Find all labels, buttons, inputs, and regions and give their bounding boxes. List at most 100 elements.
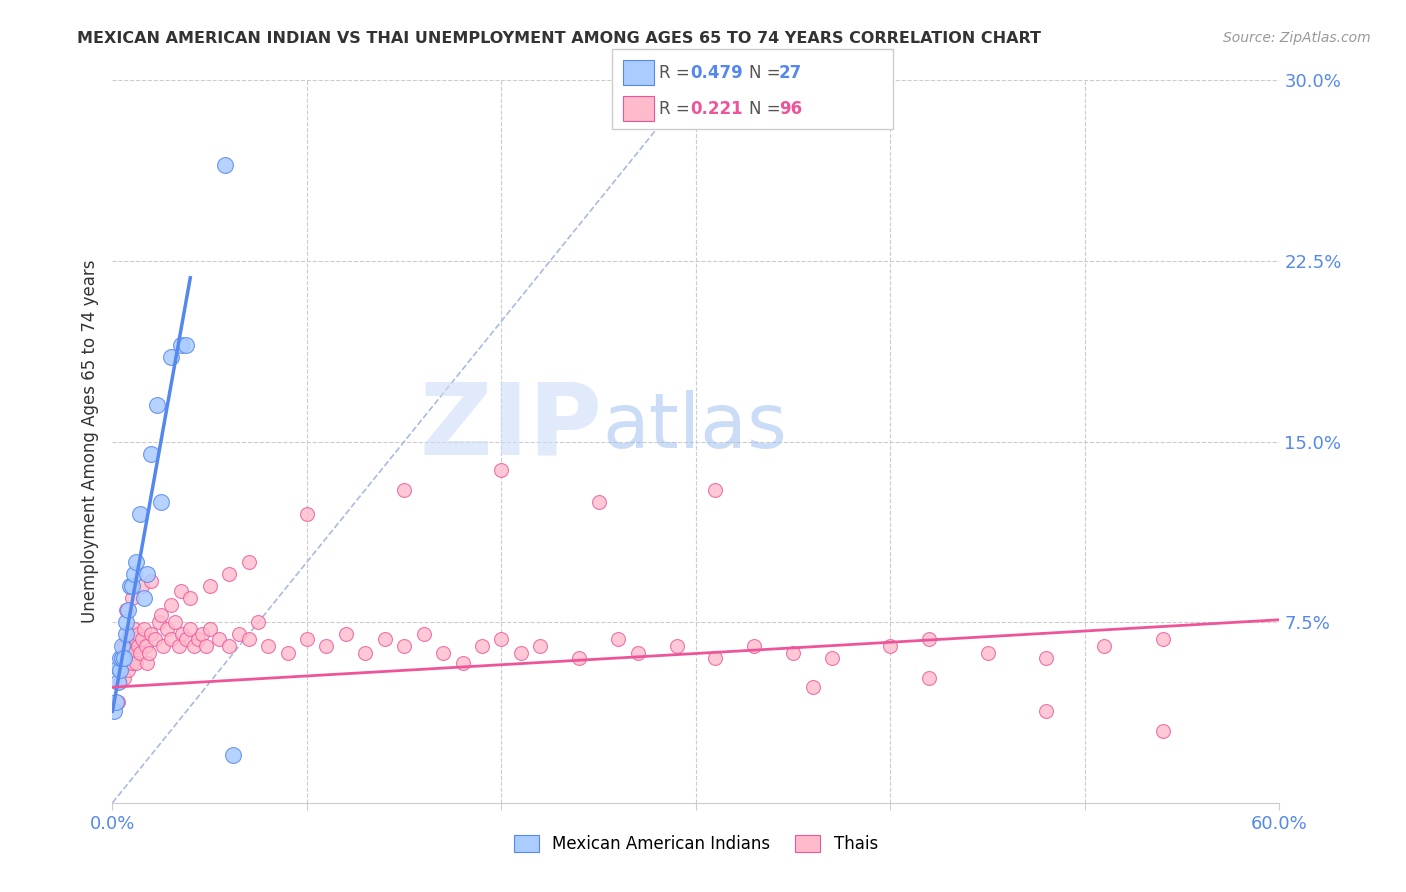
Point: [744, 639, 766, 653]
Point: [115, 647, 138, 661]
Point: [704, 483, 727, 497]
Point: [115, 656, 138, 670]
Point: [1094, 639, 1116, 653]
Point: [627, 647, 650, 661]
Point: [665, 639, 688, 653]
Point: [105, 695, 128, 709]
Y-axis label: Unemployment Among Ages 65 to 74 years: Unemployment Among Ages 65 to 74 years: [80, 260, 98, 624]
Point: [432, 647, 454, 661]
Point: [148, 615, 170, 630]
Point: [222, 747, 245, 762]
Point: [110, 651, 132, 665]
Point: [152, 639, 174, 653]
Point: [103, 704, 125, 718]
Point: [110, 675, 132, 690]
Point: [111, 664, 134, 678]
Point: [247, 615, 270, 630]
Point: [191, 627, 214, 641]
Point: [150, 607, 173, 622]
Point: [198, 623, 221, 637]
Point: [529, 639, 551, 653]
Point: [821, 651, 844, 665]
Point: [127, 639, 149, 653]
Point: [276, 647, 298, 661]
Point: [704, 651, 727, 665]
Point: [112, 651, 135, 665]
Text: R =: R =: [659, 64, 696, 82]
Point: [121, 656, 143, 670]
Point: [132, 623, 155, 637]
Point: [125, 632, 148, 646]
Point: [374, 632, 396, 646]
Point: [1152, 723, 1174, 738]
Point: [782, 647, 804, 661]
Point: [588, 494, 610, 508]
Point: [107, 695, 129, 709]
Text: N =: N =: [749, 100, 786, 119]
Point: [451, 656, 474, 670]
Point: [115, 615, 138, 630]
Point: [141, 574, 163, 589]
Point: [160, 632, 183, 646]
Point: [335, 627, 357, 641]
Text: 0.479: 0.479: [690, 64, 744, 82]
Point: [143, 632, 166, 646]
Point: [117, 632, 139, 646]
Point: [169, 338, 191, 352]
Point: [112, 639, 135, 653]
Point: [187, 632, 209, 646]
Text: ZIP: ZIP: [420, 378, 603, 475]
Point: [194, 639, 217, 653]
Point: [146, 398, 169, 412]
Point: [111, 639, 134, 653]
Point: [176, 338, 198, 352]
Text: 0.221: 0.221: [690, 100, 742, 119]
Point: [112, 671, 135, 685]
Point: [509, 647, 531, 661]
Point: [132, 591, 155, 605]
Point: [163, 615, 186, 630]
Point: [141, 627, 163, 641]
Text: atlas: atlas: [603, 390, 787, 464]
Text: 27: 27: [779, 64, 803, 82]
Point: [136, 567, 159, 582]
Point: [118, 627, 141, 641]
Point: [238, 632, 260, 646]
Point: [115, 603, 138, 617]
Point: [131, 632, 153, 646]
Point: [1152, 632, 1174, 646]
Point: [976, 647, 998, 661]
Point: [122, 567, 145, 582]
Point: [169, 583, 191, 598]
Point: [198, 579, 221, 593]
Text: R =: R =: [659, 100, 696, 119]
Point: [218, 567, 240, 582]
Point: [801, 680, 824, 694]
Point: [918, 671, 941, 685]
Point: [107, 661, 129, 675]
Point: [136, 656, 159, 670]
Point: [111, 651, 134, 665]
Point: [491, 463, 513, 477]
Point: [131, 579, 153, 593]
Point: [122, 647, 145, 661]
Point: [160, 350, 183, 364]
Point: [879, 639, 901, 653]
Point: [491, 632, 513, 646]
Point: [172, 627, 194, 641]
Point: [141, 446, 163, 460]
Point: [295, 507, 318, 521]
Point: [918, 632, 941, 646]
Point: [117, 603, 139, 617]
Point: [118, 579, 141, 593]
Point: [121, 639, 143, 653]
Point: [115, 627, 138, 641]
Point: [160, 599, 183, 613]
Point: [179, 623, 201, 637]
Point: [156, 623, 179, 637]
Point: [214, 157, 236, 171]
Point: [128, 647, 150, 661]
Point: [117, 664, 139, 678]
Point: [607, 632, 630, 646]
Text: MEXICAN AMERICAN INDIAN VS THAI UNEMPLOYMENT AMONG AGES 65 TO 74 YEARS CORRELATI: MEXICAN AMERICAN INDIAN VS THAI UNEMPLOY…: [77, 31, 1042, 46]
